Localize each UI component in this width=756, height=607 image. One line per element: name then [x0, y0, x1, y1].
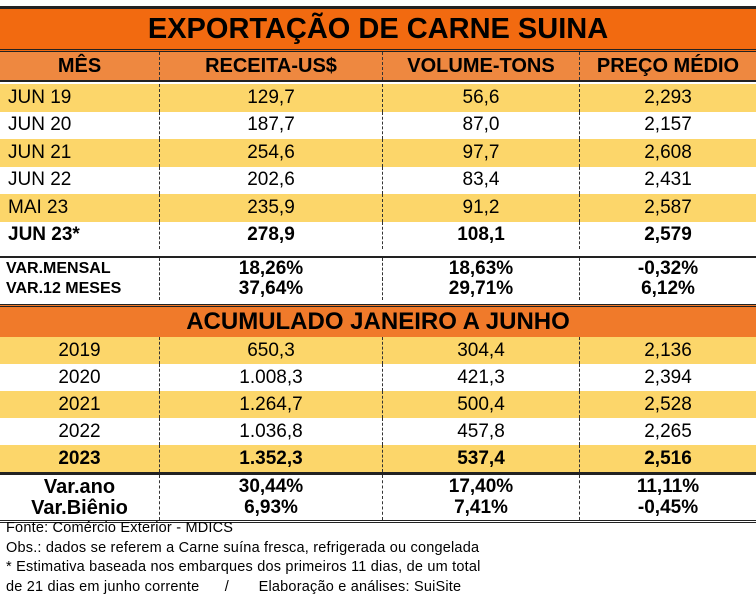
cell-price: 2,587	[644, 196, 692, 218]
cell-price: 2,516	[644, 447, 692, 469]
cell-volume: 97,7	[383, 139, 580, 167]
cell-revenue: 129,7	[160, 84, 383, 112]
cell-volume: 83,4	[383, 166, 580, 194]
cell-price: 2,394	[644, 366, 692, 388]
header-volume: VOLUME-TONS	[383, 52, 580, 80]
table-row: JUN 21 254,6 97,7 2,608	[0, 139, 756, 167]
cell-price: 2,157	[644, 114, 692, 136]
cell-volume: 304,4	[383, 337, 580, 364]
cell-price: 2,528	[644, 393, 692, 415]
footnote-credit: de 21 dias em junho corrente / Elaboraçã…	[6, 579, 462, 595]
accumulated-title: ACUMULADO JANEIRO A JUNHO	[0, 304, 756, 339]
table-row: Var.Biênio 6,93% 7,41% -0,45%	[0, 496, 756, 523]
header-month: MÊS	[0, 52, 160, 80]
cell-price: 2,265	[644, 420, 692, 442]
header-row: MÊS RECEITA-US$ VOLUME-TONS PREÇO MÉDIO	[0, 52, 756, 82]
cell-month: MAI 23	[0, 194, 160, 222]
cell-revenue: 30,44%	[160, 475, 383, 499]
cell-month: 2019	[0, 337, 160, 364]
table-row: JUN 20 187,7 87,0 2,157	[0, 111, 756, 139]
cell-revenue: 1.264,7	[160, 391, 383, 418]
cell-month: JUN 19	[0, 84, 160, 112]
cell-revenue: 1.352,3	[160, 445, 383, 472]
cell-volume: 87,0	[383, 111, 580, 139]
table-row: 2021 1.264,7 500,4 2,528	[0, 391, 756, 418]
header-price: PREÇO MÉDIO	[596, 54, 740, 77]
table-row: VAR.12 MESES 37,64% 29,71% 6,12%	[0, 278, 756, 300]
cell-volume: 500,4	[383, 391, 580, 418]
table-row: 2022 1.036,8 457,8 2,265	[0, 418, 756, 445]
cell-month: JUN 21	[0, 139, 160, 167]
cell-volume: 29,71%	[383, 278, 580, 300]
cell-price: 2,431	[644, 169, 692, 191]
cell-month: JUN 20	[0, 111, 160, 139]
cell-revenue: 1.036,8	[160, 418, 383, 445]
cell-volume: 421,3	[383, 364, 580, 391]
cell-month: JUN 23*	[0, 221, 160, 249]
cell-revenue: 202,6	[160, 166, 383, 194]
cell-revenue: 278,9	[160, 221, 383, 249]
cell-revenue: 1.008,3	[160, 364, 383, 391]
cell-price: 11,11%	[636, 476, 700, 497]
cell-revenue: 650,3	[160, 337, 383, 364]
cell-revenue: 235,9	[160, 194, 383, 222]
cell-price: 2,608	[644, 141, 692, 163]
cell-month: Var.ano	[0, 475, 160, 499]
cell-volume: 108,1	[383, 221, 580, 249]
cell-revenue: 254,6	[160, 139, 383, 167]
cell-volume: 537,4	[383, 445, 580, 472]
table-row: 2020 1.008,3 421,3 2,394	[0, 364, 756, 391]
cell-volume: 91,2	[383, 194, 580, 222]
cell-month: Var.Biênio	[0, 496, 160, 520]
cell-price: 2,293	[644, 86, 692, 108]
cell-price: 2,579	[644, 224, 692, 246]
table-row: JUN 22 202,6 83,4 2,431	[0, 166, 756, 194]
table-row: JUN 19 129,7 56,6 2,293	[0, 84, 756, 112]
cell-volume: 17,40%	[383, 475, 580, 499]
cell-revenue: 6,93%	[160, 496, 383, 520]
cell-month: VAR.12 MESES	[0, 278, 160, 300]
table-row: Var.ano 30,44% 17,40% 11,11%	[0, 472, 756, 499]
cell-volume: 457,8	[383, 418, 580, 445]
cell-price: 6,12%	[641, 278, 695, 299]
cell-price: -0,32%	[637, 258, 699, 279]
cell-month: 2020	[0, 364, 160, 391]
cell-revenue: 187,7	[160, 111, 383, 139]
table-row: 2019 650,3 304,4 2,136	[0, 337, 756, 364]
footnote-estimate: * Estimativa baseada nos embarques dos p…	[6, 559, 481, 575]
cell-month: VAR.MENSAL	[0, 258, 160, 280]
cell-revenue: 18,26%	[160, 258, 383, 280]
cell-volume: 7,41%	[383, 496, 580, 520]
footnote-source: Fonte: Comércio Exterior - MDICS	[6, 520, 234, 536]
cell-volume: 56,6	[383, 84, 580, 112]
cell-month: JUN 22	[0, 166, 160, 194]
cell-month: 2023	[0, 445, 160, 472]
cell-revenue: 37,64%	[160, 278, 383, 300]
table-row: MAI 23 235,9 91,2 2,587	[0, 194, 756, 222]
table-row: 2023 1.352,3 537,4 2,516	[0, 445, 756, 472]
cell-price: -0,45%	[637, 497, 699, 518]
table-row: JUN 23* 278,9 108,1 2,579	[0, 221, 756, 249]
cell-month: 2022	[0, 418, 160, 445]
table-row: VAR.MENSAL 18,26% 18,63% -0,32%	[0, 256, 756, 280]
footnote-obs: Obs.: dados se referem a Carne suína fre…	[6, 540, 480, 556]
cell-volume: 18,63%	[383, 258, 580, 280]
cell-month: 2021	[0, 391, 160, 418]
header-revenue: RECEITA-US$	[160, 52, 383, 80]
table-title: EXPORTAÇÃO DE CARNE SUINA	[0, 6, 756, 52]
cell-price: 2,136	[644, 339, 692, 361]
